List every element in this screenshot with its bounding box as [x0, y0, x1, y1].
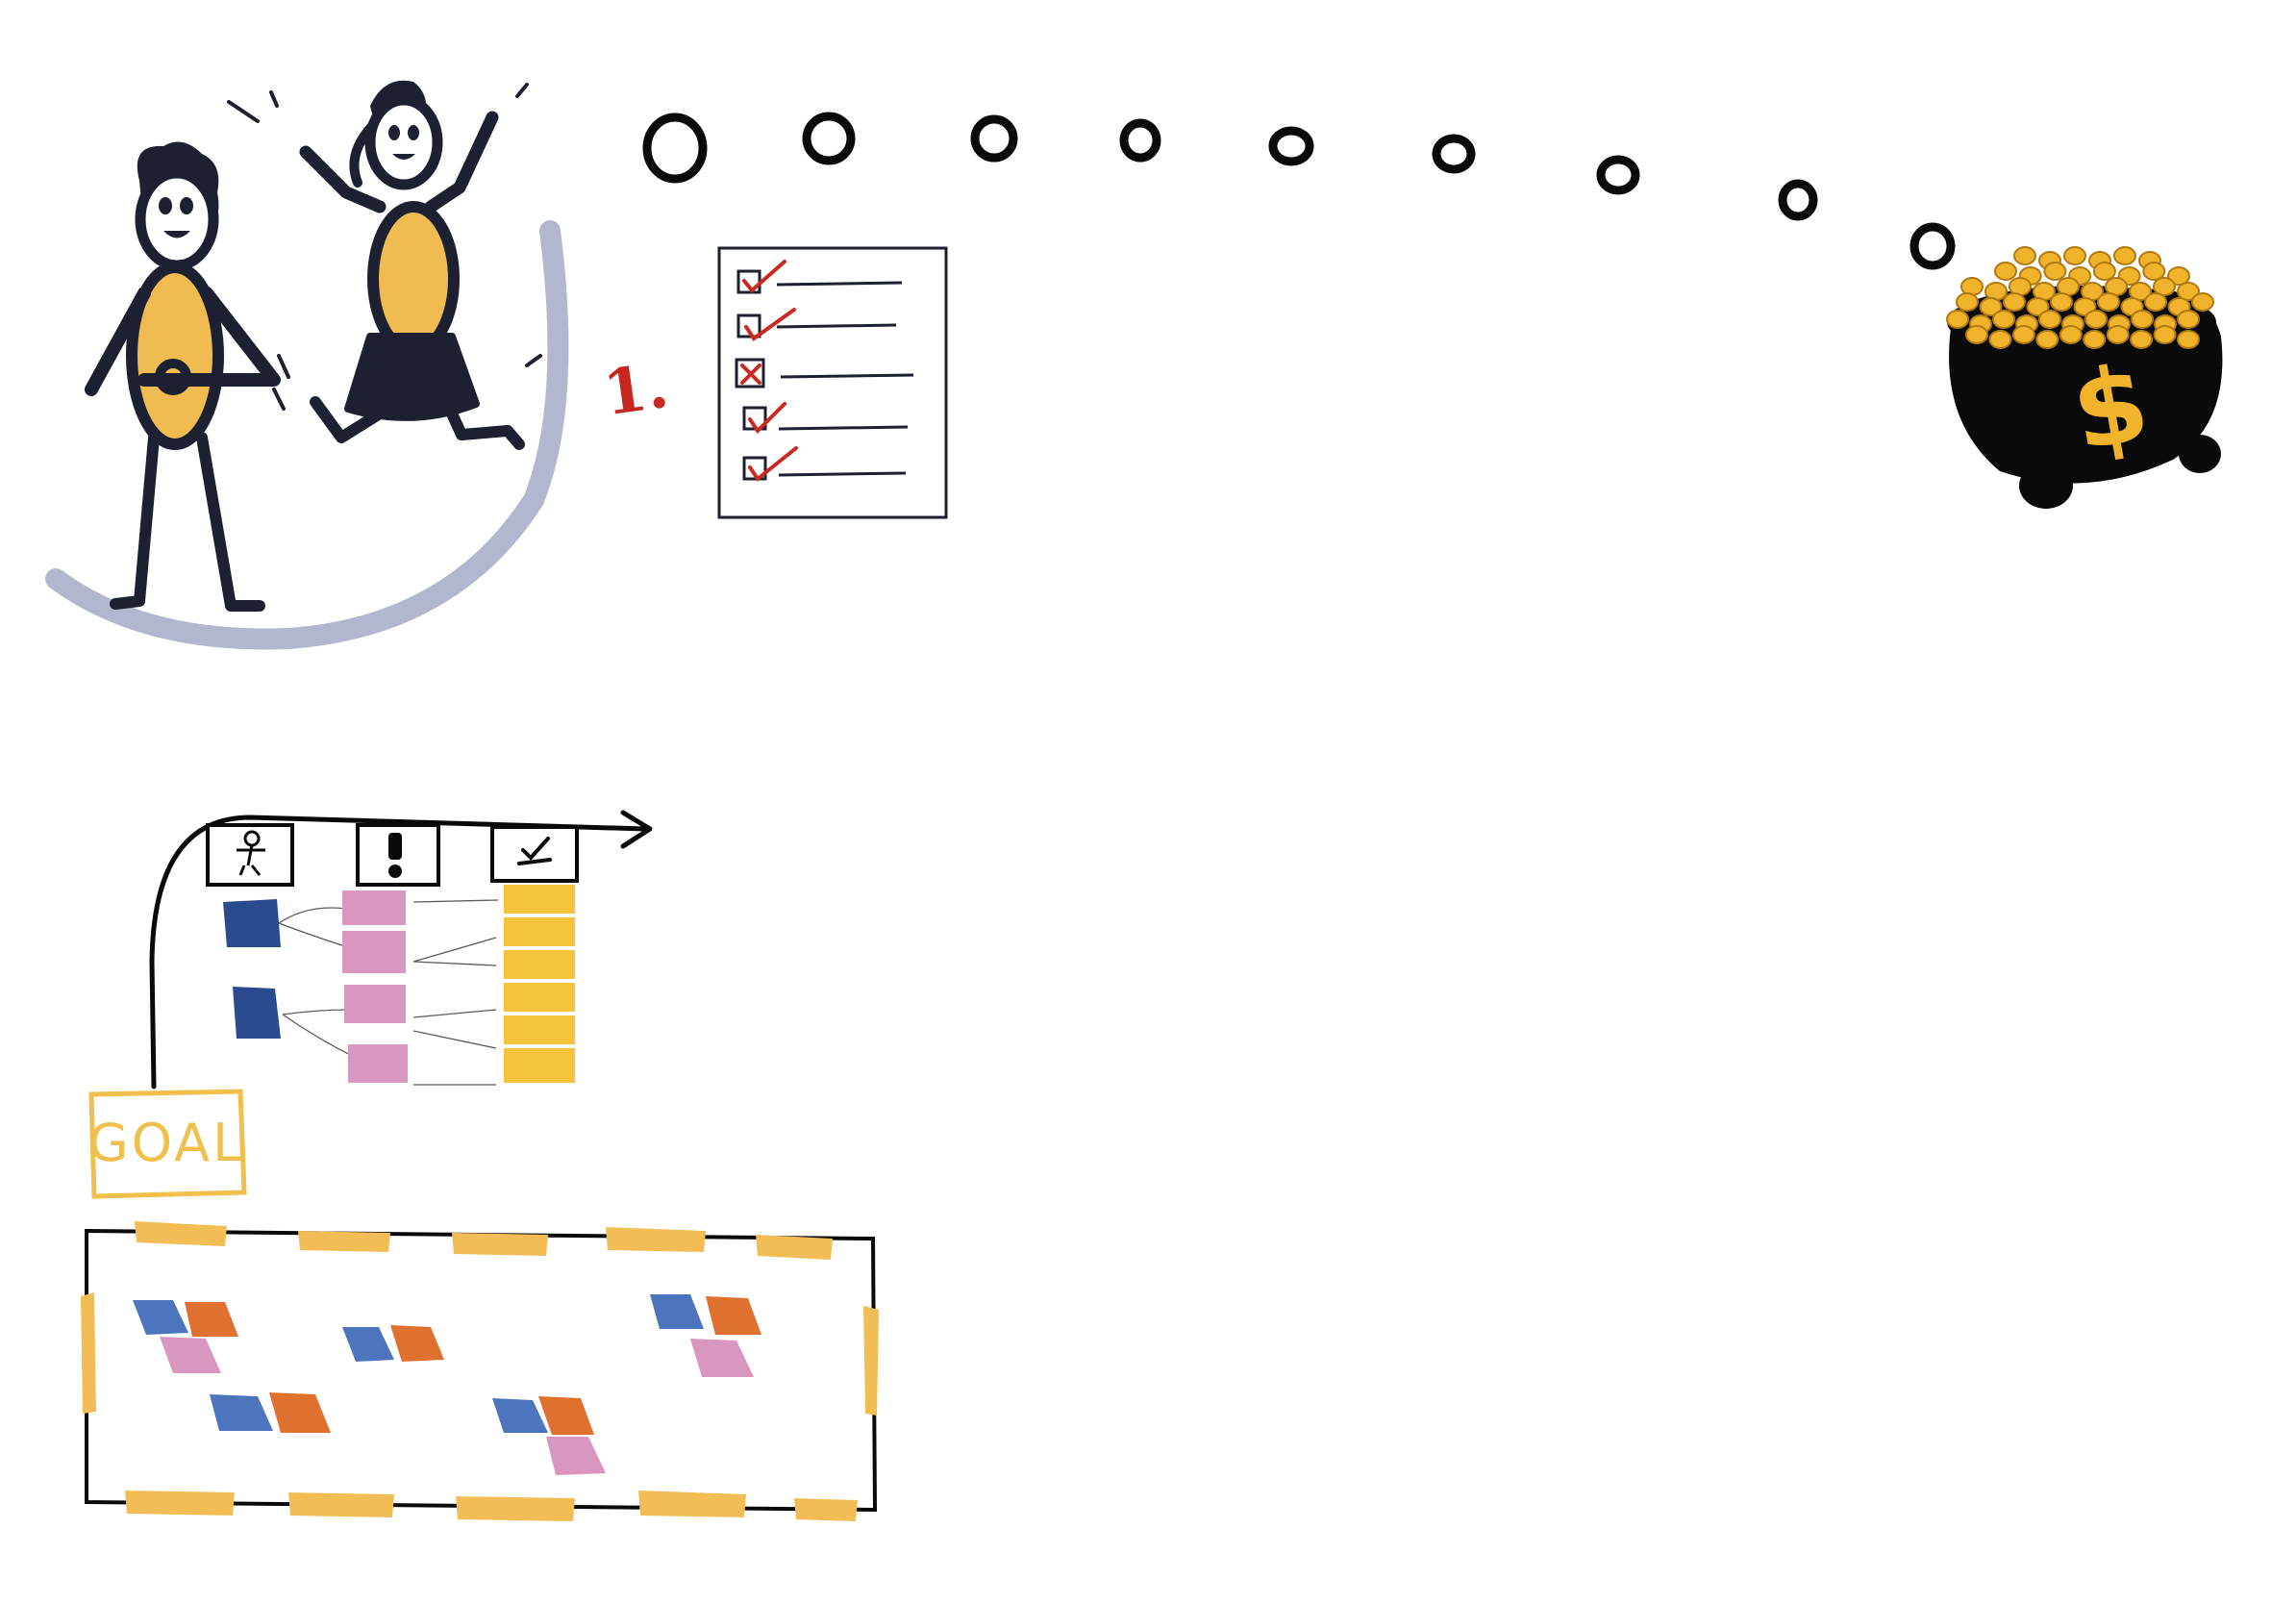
- goal-box: [88, 1089, 247, 1199]
- gold-coin: [2083, 330, 2107, 349]
- gold-coin: [2003, 292, 2026, 312]
- exclamation-icon: [388, 833, 402, 878]
- jumping-figure: [227, 80, 542, 450]
- checkmark-icon: [748, 402, 786, 435]
- gold-coin: [2097, 292, 2120, 312]
- gold-coin: [2059, 325, 2083, 344]
- gold-coin: [2092, 262, 2116, 281]
- gold-coin: [2043, 262, 2067, 281]
- gold-coin: [2106, 325, 2130, 344]
- gold-coin: [1979, 297, 2003, 316]
- bubble-path: [642, 112, 1956, 270]
- gold-coin: [2013, 246, 2036, 265]
- gold-coin: [1965, 325, 1988, 344]
- gold-coin: [2177, 330, 2200, 349]
- gold-coin: [2038, 310, 2061, 329]
- checkmark-icon: [517, 837, 552, 865]
- gold-coin: [1988, 330, 2012, 349]
- gold-coin: [2177, 282, 2200, 301]
- gold-coin: [2153, 277, 2176, 296]
- gold-coin: [1992, 310, 2015, 329]
- gold-coins: [1946, 246, 2214, 349]
- gold-coin: [2153, 325, 2177, 344]
- gold-coin: [1994, 262, 2017, 281]
- checkmark-icon: [742, 260, 786, 293]
- checkmark-icon: [744, 308, 796, 341]
- gold-coin: [1956, 292, 1979, 312]
- gold-coin: [2191, 292, 2214, 312]
- gold-coin: [2050, 292, 2073, 312]
- gold-coin: [2167, 266, 2190, 286]
- gold-coin: [2063, 246, 2086, 265]
- taped-board: [81, 1221, 879, 1521]
- gold-coin: [2177, 310, 2200, 329]
- gold-coin: [2011, 325, 2035, 344]
- celebrating-figures: [45, 80, 569, 650]
- person-icon: [237, 830, 265, 876]
- cross-icon: [740, 363, 761, 385]
- checklist: [717, 246, 948, 519]
- checkmark-icon: [748, 446, 798, 482]
- standing-figure: [85, 141, 281, 612]
- timeline-arrow: [149, 815, 649, 1090]
- gold-coin: [1946, 310, 1969, 329]
- gold-coin: [2084, 310, 2108, 329]
- gold-coin: [2142, 262, 2166, 281]
- pot-of-gold: $: [1946, 246, 2223, 509]
- gold-coin: [2113, 246, 2136, 265]
- gold-coin: [2035, 330, 2059, 349]
- ground-arc: [45, 220, 569, 650]
- timeline-board: [149, 810, 653, 1090]
- gold-coin: [2144, 292, 2167, 312]
- gold-coin: [2130, 330, 2154, 349]
- gold-coin: [2131, 310, 2154, 329]
- gold-coin: [2026, 297, 2050, 316]
